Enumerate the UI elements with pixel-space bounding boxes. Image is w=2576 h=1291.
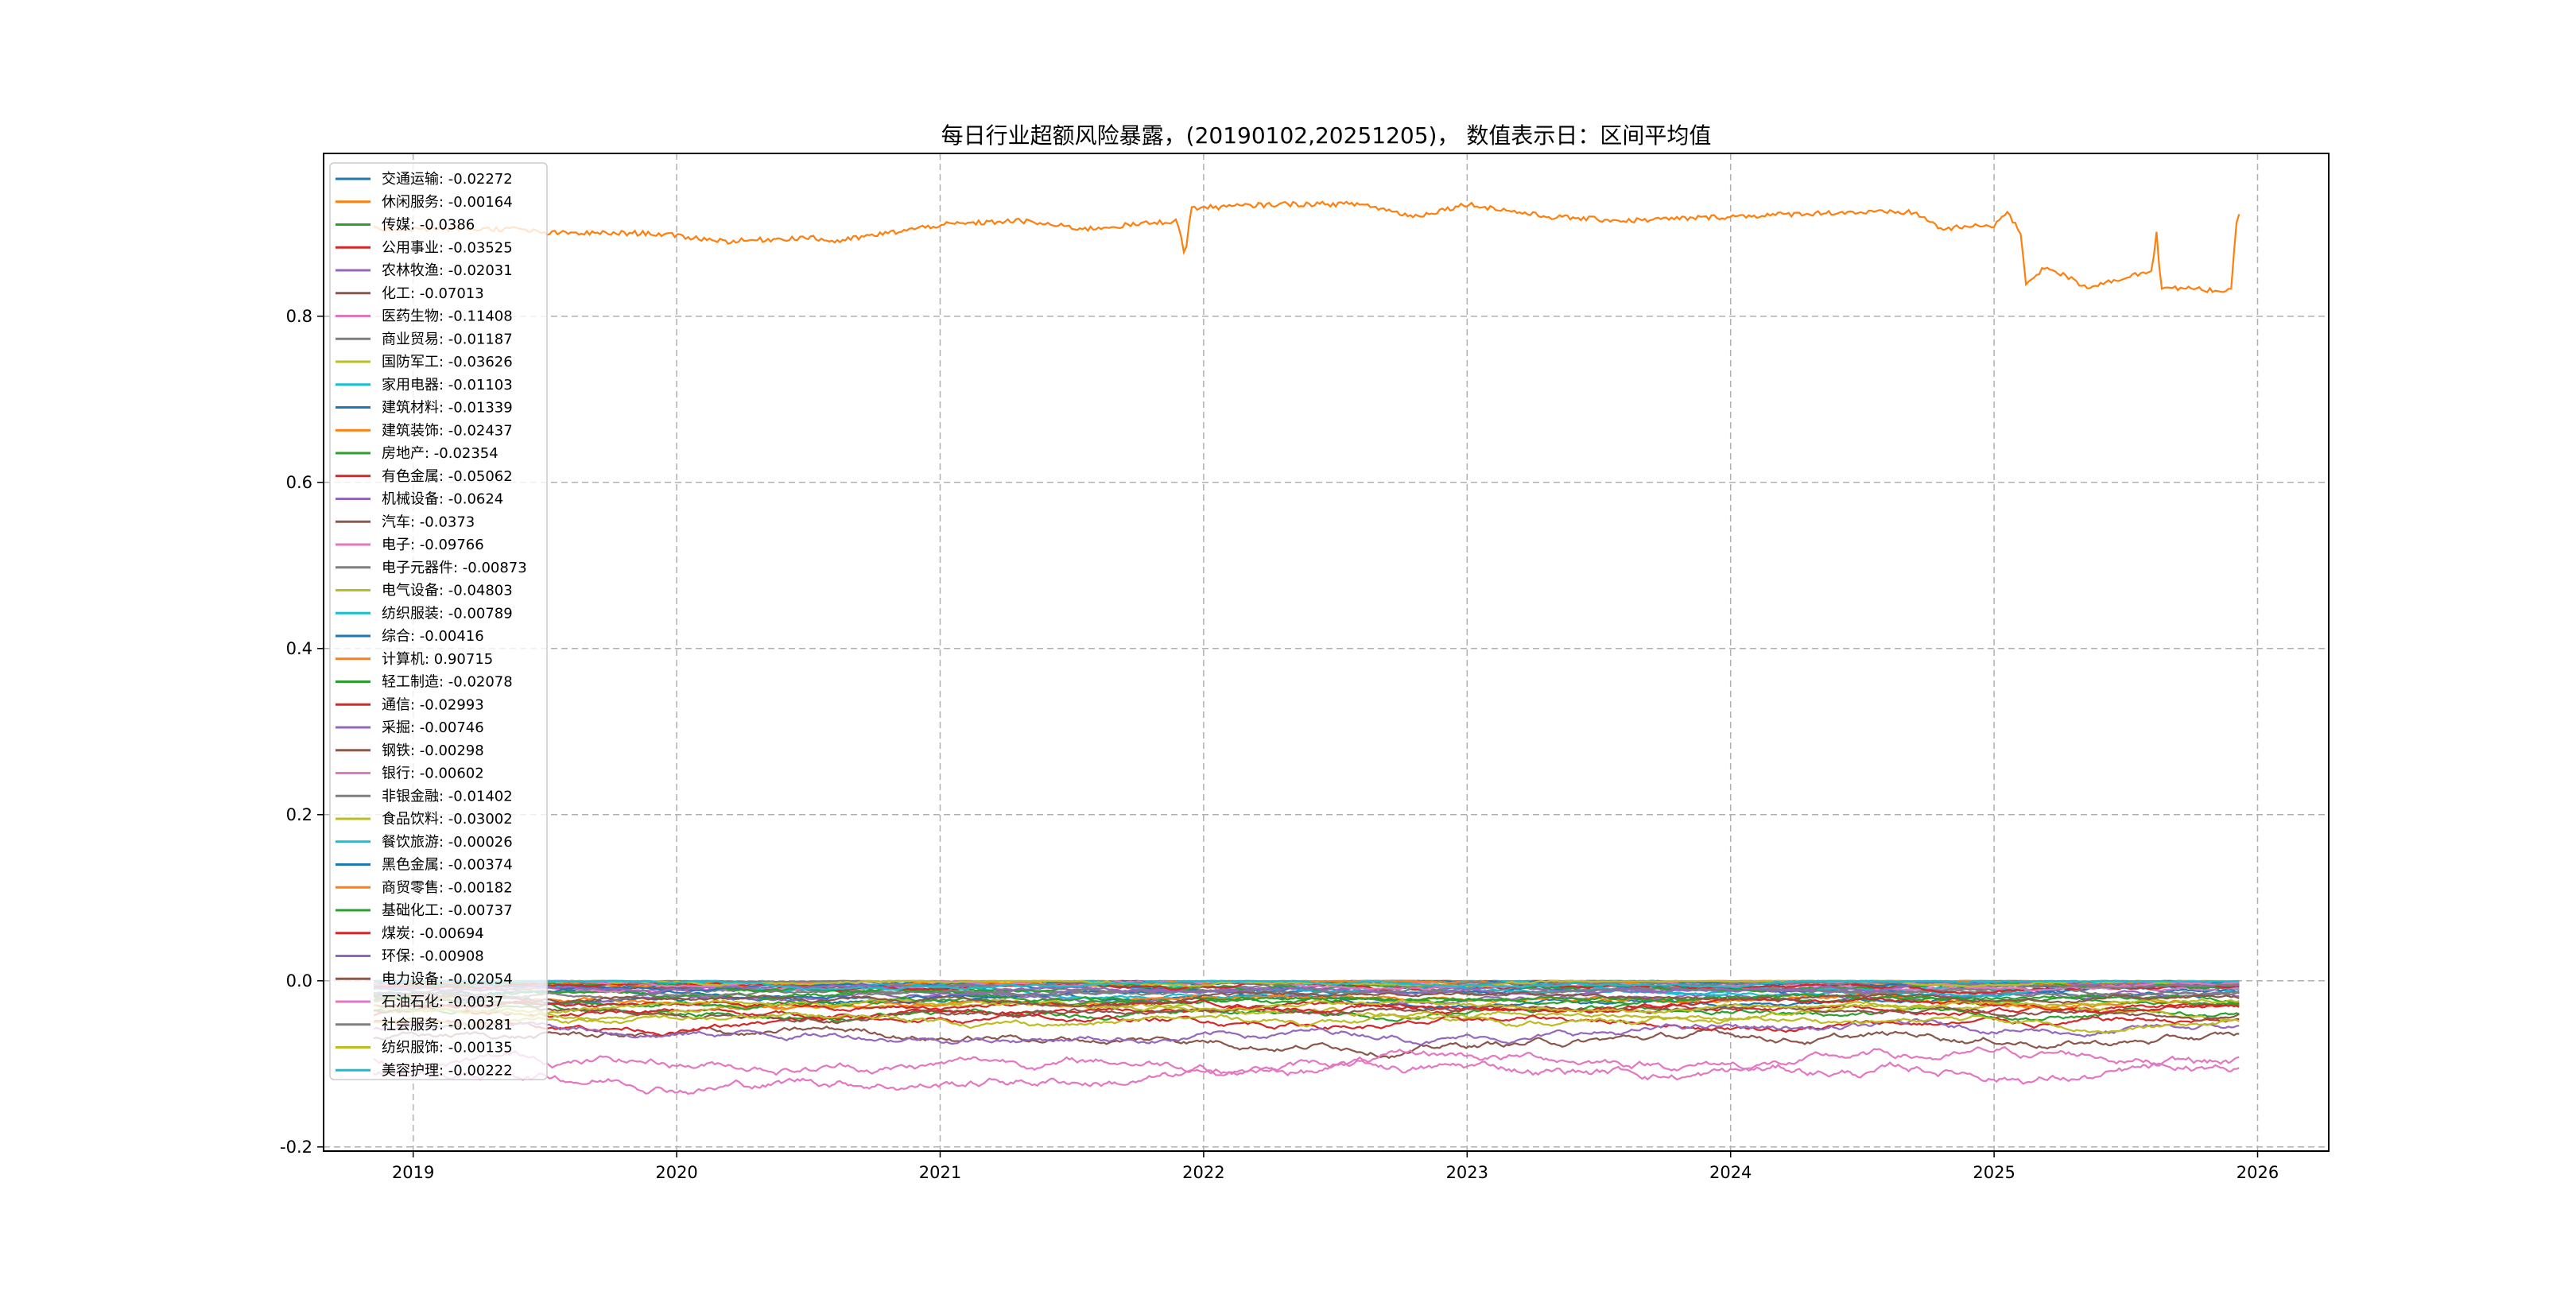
series-line-35 <box>373 991 2240 1008</box>
y-tick-label: 0.4 <box>286 639 312 658</box>
series-line-16 <box>373 1045 2240 1076</box>
series-line-6 <box>373 1055 2240 1095</box>
legend-label: 电子: -0.09766 <box>382 537 484 553</box>
chart-title: 每日行业超额风险暴露，(20190102,20251205)， 数值表示日：区间… <box>941 122 1712 149</box>
legend-label: 社会服务: -0.00281 <box>382 1017 513 1033</box>
legend-label: 家用电器: -0.01103 <box>382 377 513 394</box>
legend-label: 钢铁: -0.00298 <box>382 742 484 759</box>
legend-label: 交通运输: -0.02272 <box>382 171 513 188</box>
series-line-18 <box>373 1010 2240 1034</box>
legend-label: 化工: -0.07013 <box>382 285 484 302</box>
legend-label: 休闲服务: -0.00164 <box>382 194 513 211</box>
legend-label: 机械设备: -0.0624 <box>382 491 503 508</box>
y-tick-label: -0.2 <box>280 1138 312 1157</box>
x-tick-label: 2023 <box>1446 1163 1488 1182</box>
x-tick-label: 2024 <box>1709 1163 1752 1182</box>
x-tick-label: 2025 <box>1973 1163 2015 1182</box>
series-line-14 <box>373 1018 2240 1046</box>
legend-label: 建筑材料: -0.01339 <box>382 400 513 417</box>
x-tick-label: 2019 <box>392 1163 434 1182</box>
legend-label: 商贸零售: -0.00182 <box>382 879 513 896</box>
legend-label: 纺织服饰: -0.00135 <box>382 1040 513 1056</box>
legend-label: 有色金属: -0.05062 <box>382 468 513 485</box>
legend-label: 餐饮旅游: -0.00026 <box>382 834 513 851</box>
legend-label: 轻工制造: -0.02078 <box>382 674 513 691</box>
series-line-28 <box>373 998 2240 1018</box>
series-line-23 <box>373 997 2240 1014</box>
series-line-21 <box>373 200 2240 293</box>
x-tick-label: 2026 <box>2237 1163 2279 1182</box>
x-tick-label: 2020 <box>655 1163 697 1182</box>
legend-label: 煤炭: -0.00694 <box>382 925 484 942</box>
legend: 交通运输: -0.02272 休闲服务: -0.00164 传媒: -0.0386 公… <box>329 162 548 1080</box>
legend-label: 纺织服装: -0.00789 <box>382 605 513 622</box>
series-line-5 <box>373 1025 2240 1060</box>
legend-label: 建筑装饰: -0.02437 <box>382 422 513 439</box>
legend-label: 商业贸易: -0.01187 <box>382 331 513 347</box>
legend-label: 石油石化: -0.0037 <box>382 994 503 1010</box>
series-line-12 <box>373 993 2240 1010</box>
legend-label: 汽车: -0.0373 <box>382 514 475 530</box>
legend-label: 食品饮料: -0.03002 <box>382 811 513 828</box>
y-tick-label: 0.6 <box>286 473 312 492</box>
legend-label: 银行: -0.00602 <box>382 766 484 782</box>
legend-label: 电子元器件: -0.00873 <box>382 560 527 576</box>
series-line-39 <box>373 979 2240 991</box>
legend-label: 电气设备: -0.04803 <box>382 583 513 599</box>
legend-label: 电力设备: -0.02054 <box>382 971 513 987</box>
legend-box <box>329 162 548 1080</box>
x-tick-label: 2021 <box>919 1163 961 1182</box>
series-line-13 <box>373 1014 2240 1037</box>
legend-label: 房地产: -0.02354 <box>382 445 499 462</box>
legend-label: 通信: -0.02993 <box>382 696 484 713</box>
legend-label: 医药生物: -0.11408 <box>382 308 513 325</box>
legend-label: 公用事业: -0.03525 <box>382 239 513 256</box>
legend-label: 国防军工: -0.03626 <box>382 354 513 370</box>
legend-label: 综合: -0.00416 <box>382 628 484 645</box>
y-tick-label: 0.8 <box>286 307 312 326</box>
series-line-36 <box>373 979 2240 991</box>
legend-label: 环保: -0.00908 <box>382 948 484 965</box>
legend-label: 农林牧渔: -0.02031 <box>382 262 513 279</box>
plot-frame <box>323 153 2330 1152</box>
legend-label: 黑色金属: -0.00374 <box>382 857 513 874</box>
legend-label: 采掘: -0.00746 <box>382 719 484 736</box>
series-line-15 <box>373 1001 2240 1025</box>
legend-label: 基础化工: -0.00737 <box>382 902 513 919</box>
legend-label: 非银金融: -0.01402 <box>382 788 513 804</box>
y-tick-label: 0.2 <box>286 805 312 824</box>
legend-label: 计算机: 0.90715 <box>382 651 493 668</box>
legend-label: 美容护理: -0.00222 <box>382 1062 513 1079</box>
series-line-22 <box>373 986 2240 1006</box>
legend-label: 传媒: -0.0386 <box>382 217 475 234</box>
x-tick-label: 2022 <box>1182 1163 1224 1182</box>
y-tick-label: 0.0 <box>286 971 312 991</box>
